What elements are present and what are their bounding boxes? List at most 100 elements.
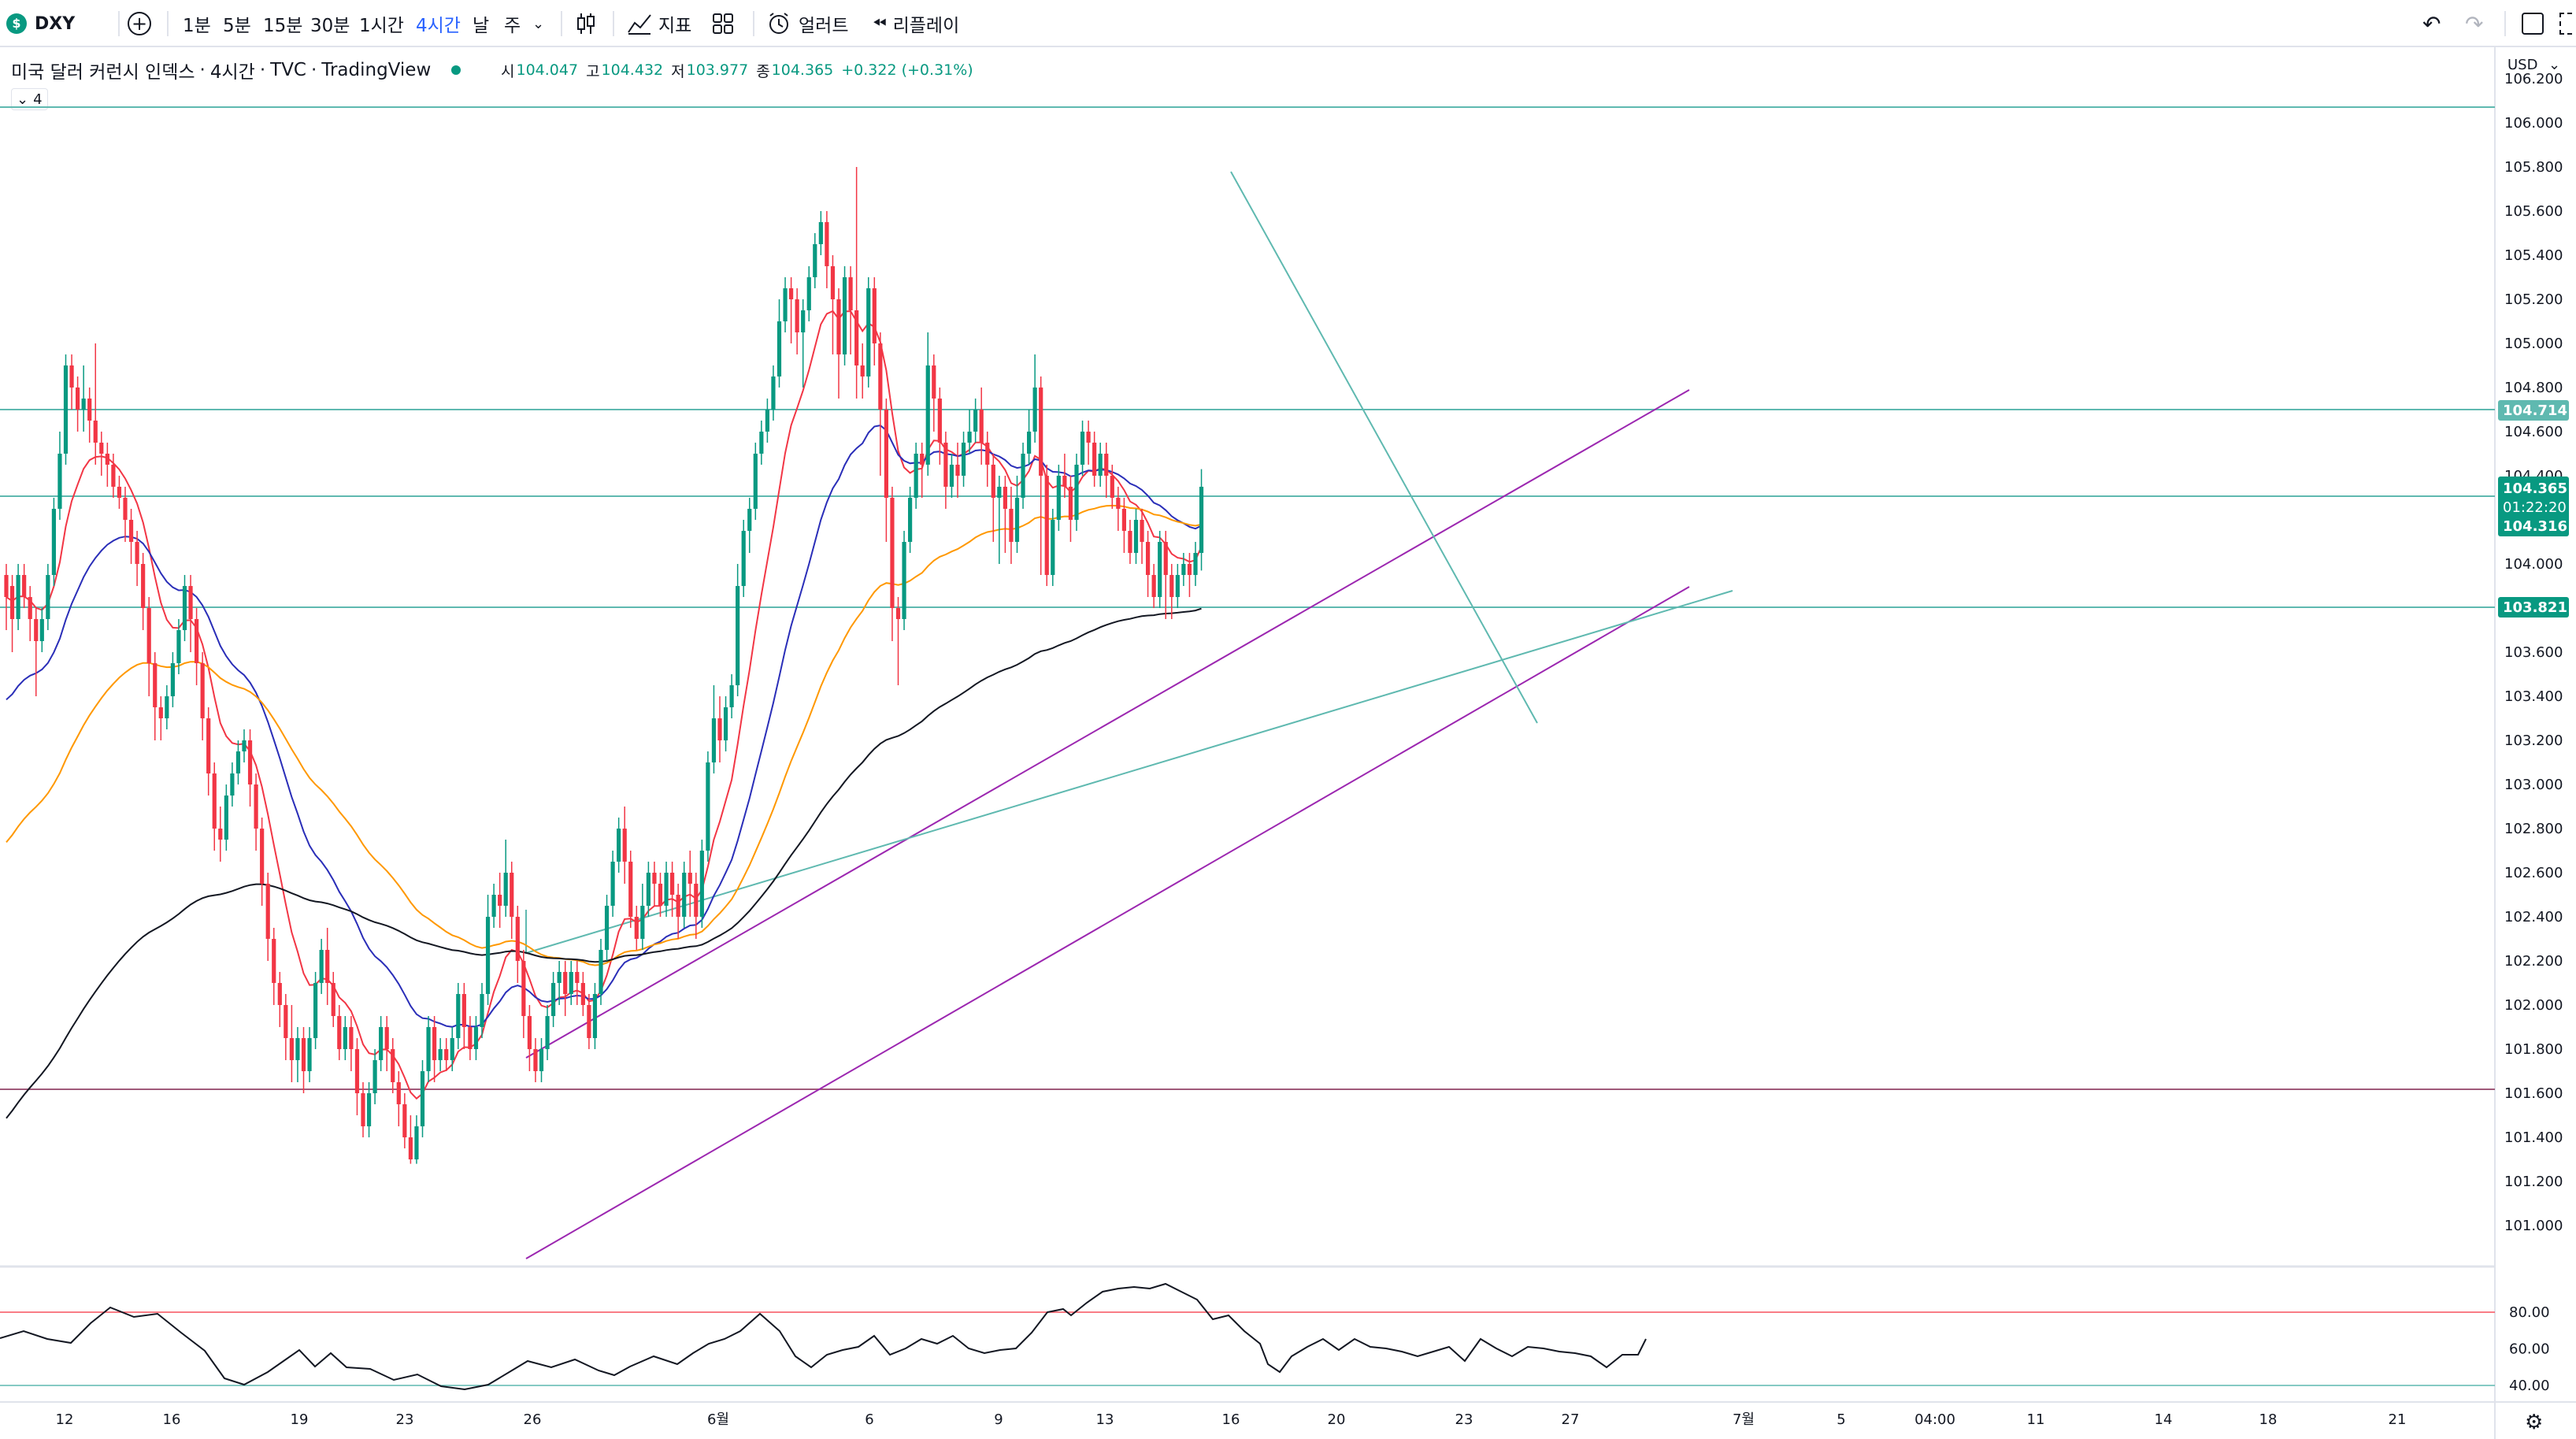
candle	[985, 432, 990, 487]
channel-upper-line[interactable]	[525, 389, 1690, 1059]
candle	[866, 277, 871, 388]
top-toolbar: $ DXY + 1분 5분 15분 30분 1시간 4시간 날 주 ⌄ 지표 얼…	[0, 0, 2576, 47]
time-tick-label: 6월	[707, 1411, 729, 1428]
candle	[967, 410, 972, 454]
timeframe-1h[interactable]: 1시간	[359, 16, 404, 36]
candle	[444, 1038, 449, 1071]
indicators-button[interactable]: 지표	[627, 0, 691, 47]
timeframe-1m[interactable]: 1분	[183, 16, 211, 36]
candle	[212, 762, 217, 851]
legend-title[interactable]: 미국 달러 커런시 인덱스	[11, 62, 195, 83]
candle	[961, 432, 966, 487]
price-axis[interactable]: 106.200 106.000 105.800 105.600 105.400 105.2…	[2504, 71, 2563, 1234]
timeframe-30m[interactable]: 30분	[310, 16, 350, 36]
candle	[1199, 469, 1204, 571]
candle	[711, 685, 717, 773]
candle	[580, 972, 585, 1016]
candle	[706, 751, 710, 862]
candle	[729, 674, 734, 718]
candle	[527, 1005, 532, 1071]
layout-button[interactable]	[2522, 0, 2544, 47]
channel-lower-line[interactable]	[525, 586, 1690, 1259]
redo-button[interactable]: ↷	[2465, 0, 2483, 47]
candle	[200, 652, 205, 740]
ma-blue-line	[6, 425, 1202, 1028]
candle	[920, 443, 925, 498]
candle	[521, 950, 526, 1038]
alerts-button[interactable]: 얼러트	[767, 0, 848, 47]
candle	[1003, 476, 1007, 553]
candle	[599, 939, 603, 1005]
candle	[195, 608, 199, 685]
rsi-tick-label: 60.00	[2509, 1341, 2550, 1357]
price-tick-label: 102.800	[2504, 821, 2563, 837]
toolbar-divider	[167, 11, 169, 36]
undo-button[interactable]: ↶	[2422, 0, 2441, 47]
replay-button[interactable]: ⏪︎ 리플레이	[873, 0, 959, 47]
candle	[789, 277, 794, 343]
rsi-axis[interactable]: 80.00 60.00 40.00	[2509, 1304, 2550, 1394]
templates-button[interactable]	[712, 0, 734, 47]
high-value: 104.432	[601, 61, 664, 79]
candle	[895, 597, 901, 685]
candle	[165, 685, 169, 729]
price-tick-label: 102.000	[2504, 997, 2563, 1014]
symbol-logo-icon: $	[6, 13, 27, 34]
level-badge-text: 103.821	[2503, 599, 2567, 616]
candle	[135, 531, 139, 586]
candlestick-series	[4, 167, 1204, 1164]
candle	[295, 1027, 300, 1082]
candle	[1104, 443, 1109, 498]
candle	[337, 1005, 342, 1060]
fullscreen-button[interactable]	[2559, 0, 2572, 47]
price-tick-label: 102.200	[2504, 953, 2563, 970]
indicators-label: 지표	[658, 16, 692, 36]
symbol-search[interactable]: $ DXY	[6, 0, 75, 47]
gear-icon[interactable]: ⚙	[2525, 1411, 2543, 1434]
candle	[1163, 531, 1168, 619]
candle	[313, 972, 318, 1049]
chart-type-button[interactable]	[575, 0, 597, 47]
candle	[111, 454, 116, 498]
candle	[688, 851, 692, 917]
chevron-down-icon: ⌄	[532, 15, 545, 32]
candle	[319, 939, 324, 994]
candle	[1133, 509, 1139, 564]
currency-label[interactable]: USD	[2507, 57, 2537, 73]
timeframe-15m[interactable]: 15분	[263, 16, 303, 36]
candle	[456, 983, 461, 1049]
time-tick-label: 14	[2155, 1411, 2173, 1428]
toolbar-divider	[613, 11, 614, 36]
compare-button[interactable]: +	[128, 0, 151, 47]
candle	[51, 498, 56, 586]
candle	[670, 862, 675, 917]
candle	[1056, 465, 1061, 531]
time-axis[interactable]: 12 16 19 23 26 6월 6 9 13 16 20 23 27 7월 5 04:00 11 14 18 21	[56, 1411, 2407, 1428]
rsi-tick-label: 40.00	[2509, 1378, 2550, 1394]
candle	[646, 862, 650, 917]
timeframe-week[interactable]: 주	[504, 16, 521, 36]
candle	[1021, 443, 1025, 509]
trendline-falling[interactable]	[1230, 171, 1538, 724]
change-value: +0.322 (+0.31%)	[841, 61, 973, 79]
candle	[247, 729, 253, 807]
candle	[908, 487, 913, 553]
price-tick-label: 103.400	[2504, 688, 2563, 705]
candle	[1032, 354, 1037, 443]
open-value: 104.047	[516, 61, 579, 79]
timeframe-4h[interactable]: 4시간	[416, 16, 461, 36]
time-tick-label: 16	[1222, 1411, 1240, 1428]
candle	[979, 388, 984, 465]
ma-orange-line	[6, 504, 1202, 966]
indicator-collapse-button[interactable]: ⌄ 4	[11, 88, 48, 110]
timeframe-5m[interactable]: 5분	[223, 16, 251, 36]
candle	[99, 432, 104, 476]
candle	[771, 365, 776, 421]
candle	[1121, 498, 1126, 553]
candle	[747, 498, 752, 553]
candle	[759, 421, 764, 465]
candle	[480, 983, 484, 1038]
timeframe-day[interactable]: 날	[473, 16, 490, 36]
timeframe-dropdown[interactable]: ⌄	[532, 0, 544, 47]
